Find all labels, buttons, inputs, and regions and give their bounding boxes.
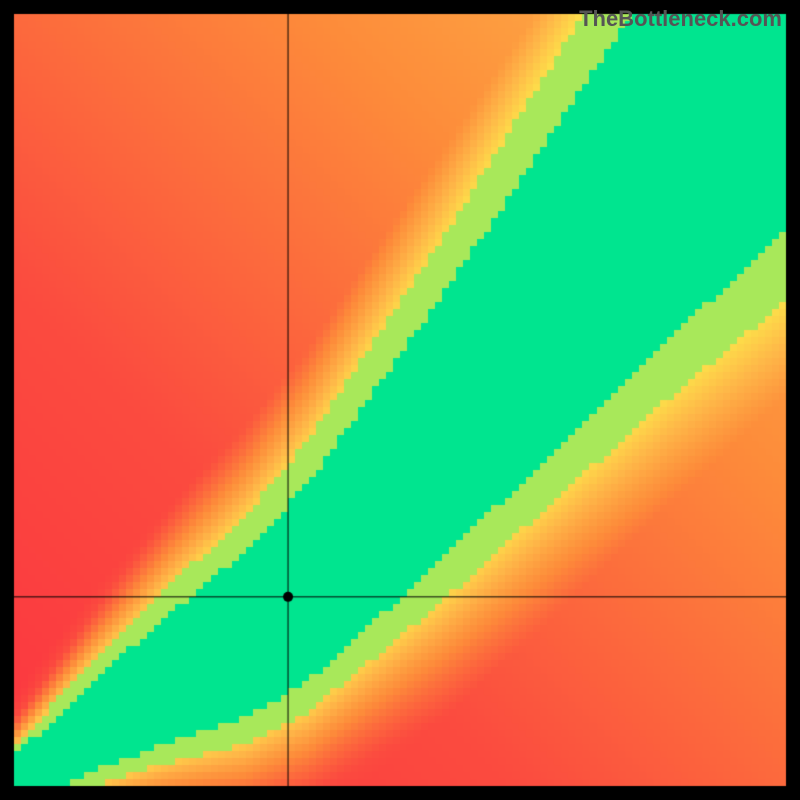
heatmap-canvas [0,0,800,800]
chart-frame: TheBottleneck.com [0,0,800,800]
